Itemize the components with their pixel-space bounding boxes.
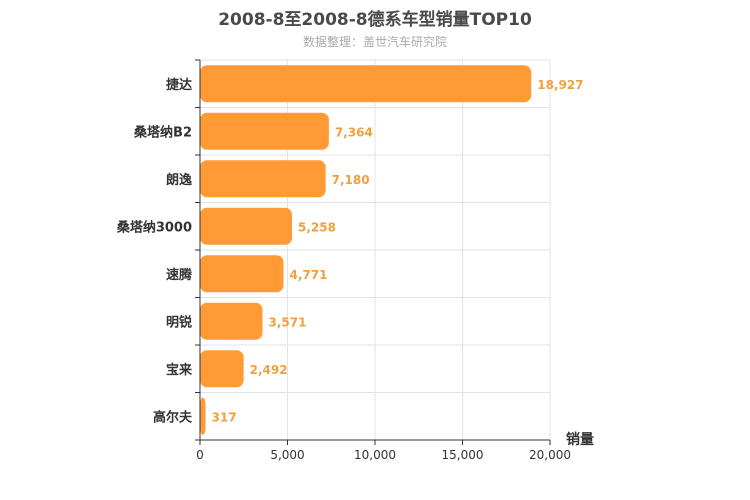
bar [200, 112, 329, 150]
value-label: 7,180 [332, 173, 370, 187]
category-label: 捷达 [166, 77, 192, 93]
chart-title: 2008-8至2008-8德系车型销量TOP10 [218, 10, 532, 30]
bar [200, 65, 532, 103]
bar [200, 302, 263, 340]
value-label: 3,571 [268, 315, 306, 329]
x-tick-label: 20,000 [529, 448, 571, 462]
gridlines [200, 59, 551, 440]
category-label: 朗逸 [166, 172, 192, 188]
bar [200, 397, 206, 435]
axes [195, 59, 551, 445]
x-axis-name: 销量 [566, 431, 594, 448]
bars [200, 65, 532, 435]
bar [200, 350, 244, 388]
x-tick-label: 10,000 [354, 448, 396, 462]
bar [200, 160, 326, 198]
x-tick-label: 0 [196, 448, 204, 462]
x-tick-label: 5,000 [270, 448, 304, 462]
value-label: 4,771 [289, 268, 327, 282]
bar [200, 255, 284, 293]
value-label: 2,492 [250, 363, 288, 377]
value-label: 5,258 [298, 220, 336, 234]
category-label: 明锐 [166, 314, 192, 330]
category-label: 宝来 [166, 362, 193, 378]
category-label: 速腾 [166, 267, 193, 283]
chart-subtitle: 数据整理：盖世汽车研究院 [302, 35, 447, 49]
category-label: 高尔夫 [153, 409, 193, 425]
category-label: 桑塔纳B2 [133, 124, 192, 140]
value-label: 317 [212, 410, 237, 424]
bar [200, 207, 293, 245]
category-label: 桑塔纳3000 [116, 219, 192, 235]
labels: 0 5,000 10,000 15,000 20,000 捷达 18,927 桑塔纳B2 7,3… [116, 77, 594, 462]
value-label: 18,927 [537, 78, 583, 92]
value-label: 7,364 [335, 125, 373, 139]
x-tick-label: 15,000 [442, 448, 484, 462]
